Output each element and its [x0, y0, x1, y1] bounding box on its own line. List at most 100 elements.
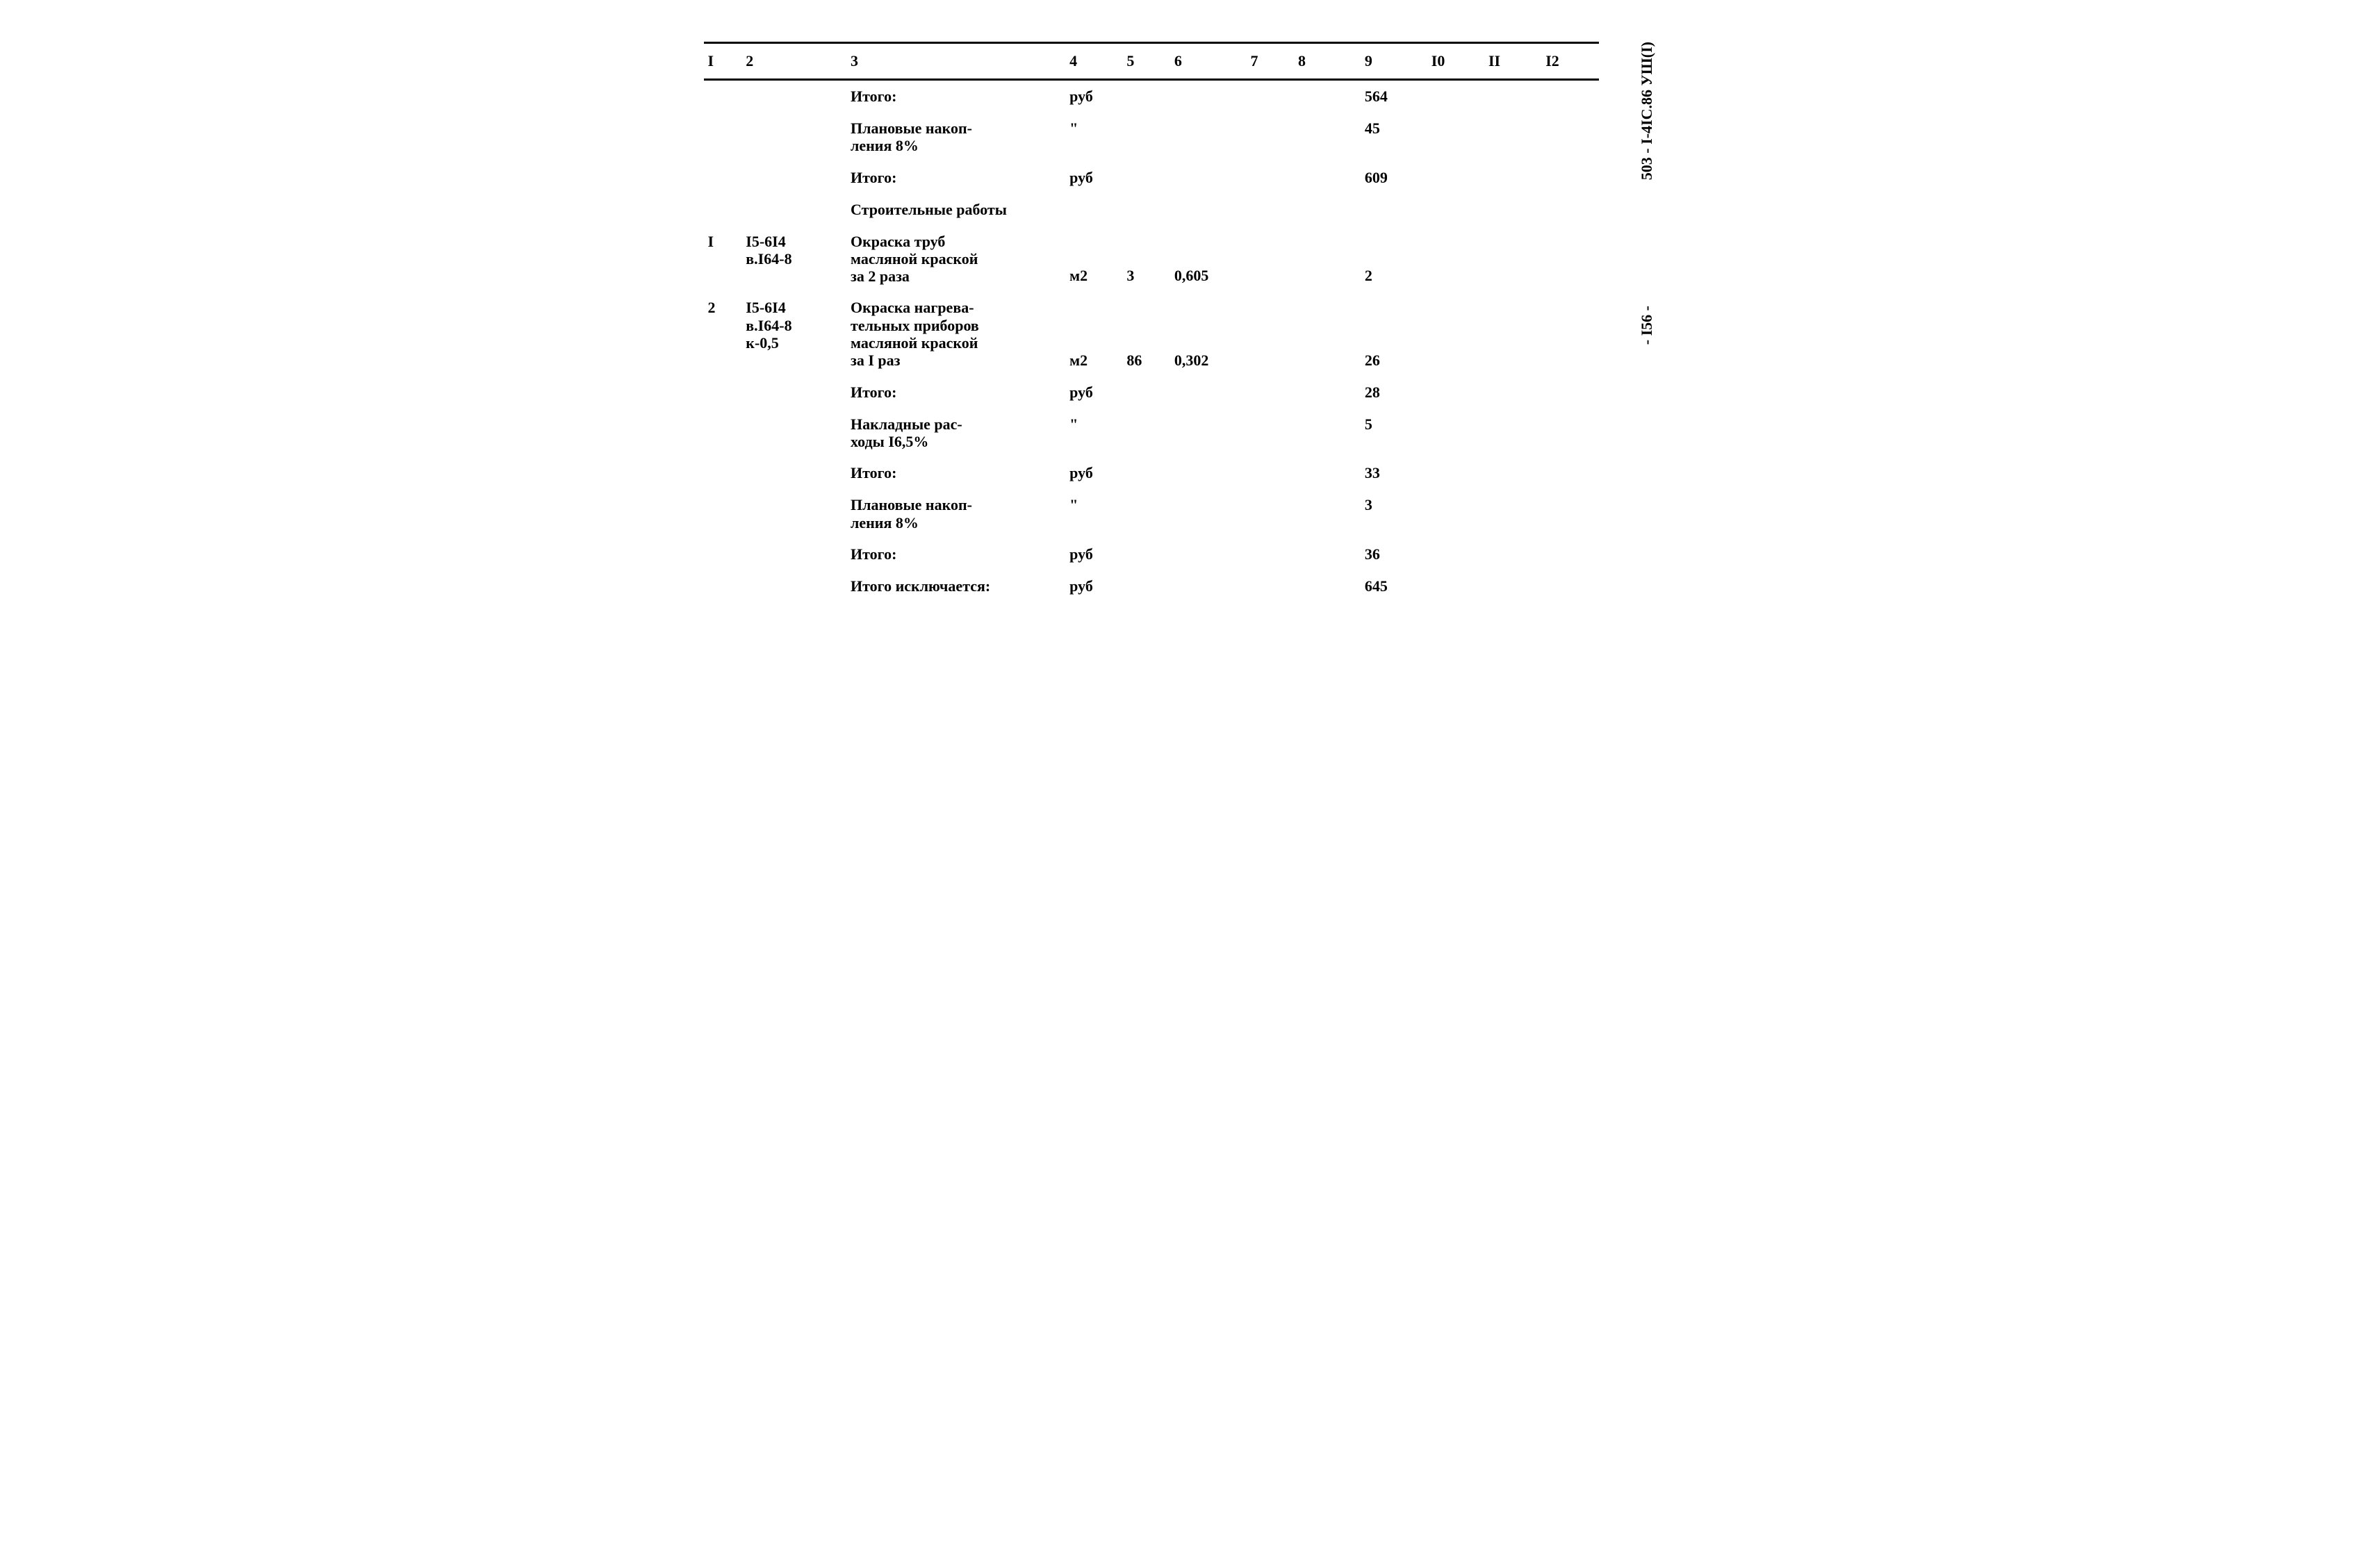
table-cell [1294, 538, 1361, 570]
table-cell [1170, 194, 1247, 226]
table-cell: 36 [1361, 538, 1427, 570]
table-cell: Накладные рас-ходы I6,5% [846, 409, 1065, 458]
cost-estimate-table: I 2 3 4 5 6 7 8 9 I0 II I2 Итого:руб564П… [704, 42, 1599, 602]
table-cell [1484, 570, 1541, 602]
table-cell [1246, 457, 1294, 489]
table-cell [704, 538, 742, 570]
table-cell: 0,302 [1170, 292, 1247, 376]
side-note-page-number: - I56 - [1638, 306, 1656, 345]
table-cell [741, 377, 846, 409]
table-cell: 3 [1361, 489, 1427, 538]
table-cell [1541, 80, 1598, 113]
table-cell: I5-6I4в.I64-8к-0,5 [741, 292, 846, 376]
table-row: Итого:руб28 [704, 377, 1599, 409]
table-cell [741, 80, 846, 113]
table-row: Накладные рас-ходы I6,5%" 5 [704, 409, 1599, 458]
table-cell [704, 570, 742, 602]
table-cell: руб [1065, 80, 1122, 113]
table-cell: 564 [1361, 80, 1427, 113]
table-cell [1427, 80, 1484, 113]
table-cell [1122, 538, 1170, 570]
table-cell [1541, 194, 1598, 226]
table-cell [1170, 489, 1247, 538]
header-col-4: 4 [1065, 43, 1122, 80]
table-cell [1484, 113, 1541, 162]
table-cell: Итого: [846, 538, 1065, 570]
table-cell [1170, 409, 1247, 458]
table-cell [1541, 489, 1598, 538]
table-cell [1065, 194, 1122, 226]
table-cell [1246, 162, 1294, 194]
table-cell [1294, 162, 1361, 194]
table-cell [1170, 162, 1247, 194]
header-col-11: II [1484, 43, 1541, 80]
table-row: Итого исключается:руб645 [704, 570, 1599, 602]
table-cell: м2 [1065, 226, 1122, 292]
table-cell: Плановые накоп-ления 8% [846, 113, 1065, 162]
table-cell: 0,605 [1170, 226, 1247, 292]
table-cell [1427, 570, 1484, 602]
table-cell: Итого: [846, 162, 1065, 194]
table-cell: 2 [1361, 226, 1427, 292]
table-cell: 26 [1361, 292, 1427, 376]
table-cell: руб [1065, 570, 1122, 602]
table-cell [1427, 194, 1484, 226]
table-cell [1294, 113, 1361, 162]
table-cell [704, 489, 742, 538]
table-cell: руб [1065, 377, 1122, 409]
table-cell: " [1065, 409, 1122, 458]
table-cell [1427, 113, 1484, 162]
table-cell [1246, 226, 1294, 292]
table-cell [1122, 489, 1170, 538]
table-cell [1122, 457, 1170, 489]
table-row: Итого:руб33 [704, 457, 1599, 489]
table-cell [1170, 570, 1247, 602]
table-cell [1294, 377, 1361, 409]
side-notes: 503 - I-4IС.86 УШ(I) - I56 - [1621, 42, 1663, 602]
table-cell [1246, 80, 1294, 113]
table-row: Итого:руб609 [704, 162, 1599, 194]
table-cell [1246, 409, 1294, 458]
table-cell [741, 194, 846, 226]
table-cell [1484, 292, 1541, 376]
table-cell [1170, 377, 1247, 409]
table-cell [741, 570, 846, 602]
table-cell [1541, 570, 1598, 602]
table-cell [1170, 538, 1247, 570]
table-cell [741, 409, 846, 458]
table-cell [1294, 194, 1361, 226]
table-header: I 2 3 4 5 6 7 8 9 I0 II I2 [704, 43, 1599, 80]
table-cell [1294, 457, 1361, 489]
table-cell [1541, 377, 1598, 409]
table-row: Строительные работы [704, 194, 1599, 226]
table-cell [1294, 292, 1361, 376]
header-col-10: I0 [1427, 43, 1484, 80]
table-cell [704, 377, 742, 409]
table-cell: " [1065, 489, 1122, 538]
table-cell: I [704, 226, 742, 292]
header-col-9: 9 [1361, 43, 1427, 80]
table-row: Плановые накоп-ления 8%"3 [704, 489, 1599, 538]
header-col-2: 2 [741, 43, 846, 80]
table-cell [1246, 489, 1294, 538]
table-cell [1484, 226, 1541, 292]
table-cell [741, 489, 846, 538]
table-cell [1484, 409, 1541, 458]
table-row: Плановые накоп-ления 8%"45 [704, 113, 1599, 162]
table-cell [1294, 489, 1361, 538]
header-col-8: 8 [1294, 43, 1361, 80]
table-cell [1170, 80, 1247, 113]
table-cell: 5 [1361, 409, 1427, 458]
table-cell: м2 [1065, 292, 1122, 376]
table-body: Итого:руб564Плановые накоп-ления 8%"45Ит… [704, 80, 1599, 602]
table-cell: 33 [1361, 457, 1427, 489]
header-col-5: 5 [1122, 43, 1170, 80]
table-cell: Итого исключается: [846, 570, 1065, 602]
table-cell: 28 [1361, 377, 1427, 409]
table-row: 2I5-6I4в.I64-8к-0,5Окраска нагрева-тельн… [704, 292, 1599, 376]
header-col-3: 3 [846, 43, 1065, 80]
table-cell: Окраска трубмасляной краскойза 2 раза [846, 226, 1065, 292]
table-cell [1427, 226, 1484, 292]
table-cell [741, 162, 846, 194]
header-col-1: I [704, 43, 742, 80]
